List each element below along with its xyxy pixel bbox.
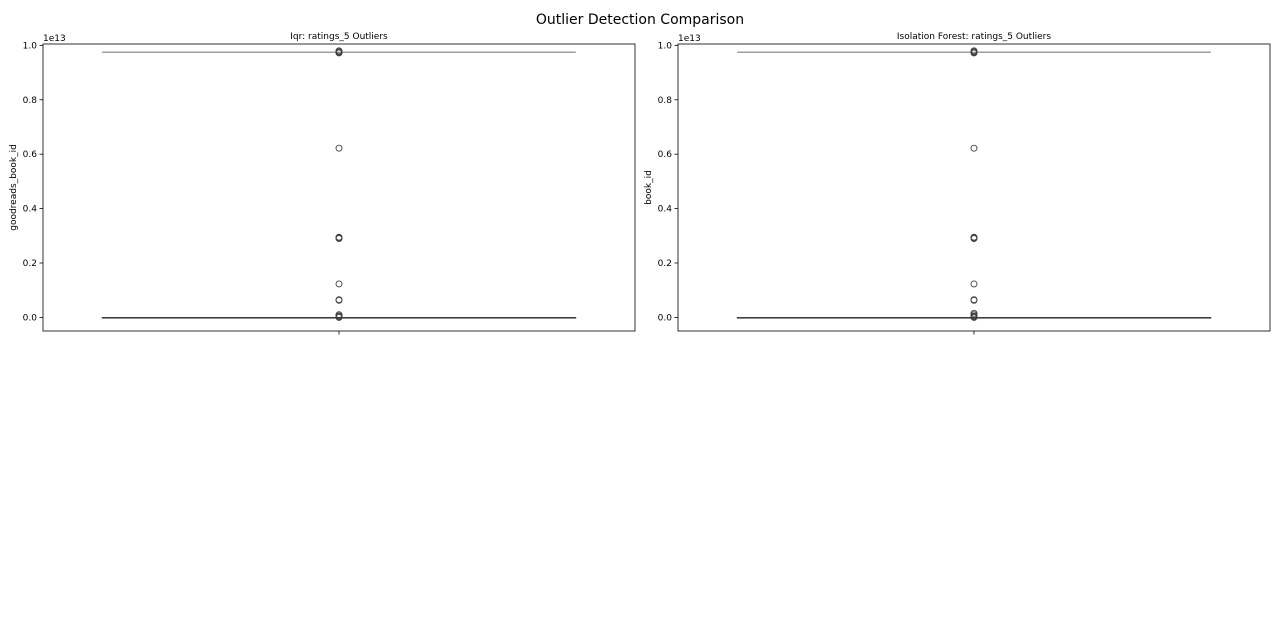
y-axis-label: goodreads_book_id (9, 144, 19, 231)
outlier-point (970, 47, 978, 55)
chart-title: Iqr: ratings_5 Outliers (290, 32, 388, 42)
y-tick-label: 0.8 (658, 96, 673, 106)
chart-panel-2: Isolation Forest: ratings_5 Outliers 0.0 0… (644, 32, 1271, 335)
y-axis-label: book_id (644, 170, 654, 205)
outlier-point (335, 311, 343, 319)
y-tick-label: 0.4 (658, 205, 673, 215)
y-tick-label: 1.0 (658, 41, 673, 51)
y-tick-label: 0.0 (23, 313, 38, 323)
outlier-point (970, 280, 978, 288)
y-tick-label: 0.2 (658, 259, 672, 269)
y-tick-label: 0.0 (658, 313, 673, 323)
outlier-point (970, 144, 978, 152)
outlier-point (335, 144, 343, 152)
y-tick-label: 1.0 (23, 41, 38, 51)
outlier-point (970, 296, 978, 304)
plot-frame (677, 43, 1271, 332)
y-offset-label: 1e13 (678, 34, 701, 44)
chart-title: Isolation Forest: ratings_5 Outliers (897, 32, 1051, 42)
plot-frame (42, 43, 636, 332)
y-tick-label: 0.6 (658, 150, 673, 160)
y-tick-label: 0.6 (23, 150, 38, 160)
y-tick-label: 0.2 (23, 259, 37, 269)
outlier-point (335, 280, 343, 288)
y-offset-label: 1e13 (43, 34, 66, 44)
y-tick-label: 0.8 (23, 96, 38, 106)
outlier-point (970, 309, 978, 317)
y-tick-label: 0.4 (23, 205, 38, 215)
outlier-point (335, 47, 343, 55)
figure-suptitle: Outlier Detection Comparison (536, 12, 744, 28)
outlier-point (335, 233, 343, 241)
outlier-point (335, 296, 343, 304)
outlier-point (970, 233, 978, 241)
chart-panel-1: Iqr: ratings_5 Outliers 0.0 0.2 0.4 0.6 0.8 1.… (9, 32, 636, 335)
